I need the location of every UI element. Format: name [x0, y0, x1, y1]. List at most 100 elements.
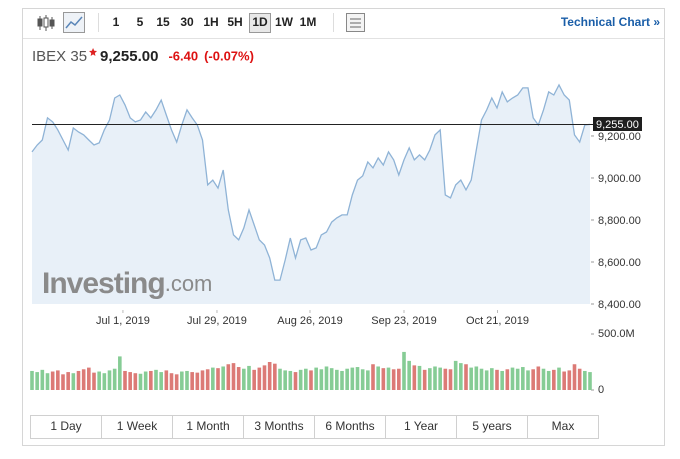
- table-icon[interactable]: [346, 13, 365, 32]
- volume-bar: [572, 364, 577, 390]
- volume-bar: [159, 372, 163, 390]
- volume-bar: [87, 367, 91, 390]
- candle-icon[interactable]: [37, 15, 55, 31]
- volume-bar: [97, 371, 101, 390]
- volume-bar: [360, 369, 365, 390]
- range-button[interactable]: 1 Year: [404, 419, 438, 433]
- volume-bar: [221, 366, 225, 390]
- range-button[interactable]: 1 Week: [117, 419, 158, 433]
- volume-bar: [324, 366, 329, 390]
- volume-bar: [154, 369, 158, 390]
- volume-bar: [304, 368, 308, 390]
- volume-bar: [143, 371, 148, 390]
- volume-bar: [257, 367, 262, 390]
- volume-bar: [366, 370, 370, 390]
- x-tick-label: Aug 26, 2019: [277, 315, 342, 327]
- y-tick-label: 9,000.00: [598, 173, 641, 185]
- volume-bar: [438, 367, 442, 390]
- volume-bar: [557, 367, 561, 390]
- range-button[interactable]: 3 Months: [254, 419, 303, 433]
- volume-bar: [397, 368, 401, 390]
- volume-bar: [102, 373, 107, 390]
- watermark-brand: Investing: [42, 267, 165, 300]
- volume-bar: [371, 364, 375, 390]
- volume-bar: [185, 370, 189, 390]
- volume-bar: [335, 369, 339, 390]
- instrument-name: IBEX 35: [32, 48, 87, 65]
- y-tick-label: 8,600.00: [598, 257, 641, 269]
- range-button-bg[interactable]: [527, 415, 599, 439]
- interval-button[interactable]: 30: [180, 15, 194, 29]
- watermark-domain: .com: [165, 271, 213, 296]
- volume-bar: [107, 370, 112, 390]
- last-price-label: 9,255.00: [596, 119, 639, 131]
- volume-bar: [345, 368, 349, 390]
- volume-bar: [61, 374, 65, 390]
- volume-bar: [50, 371, 55, 390]
- interval-button[interactable]: 5H: [227, 15, 242, 29]
- volume-bar: [464, 364, 468, 390]
- volume-bar: [459, 363, 463, 390]
- range-button[interactable]: 1 Day: [50, 419, 81, 433]
- volume-bar: [433, 366, 437, 390]
- volume-bar: [469, 367, 473, 390]
- interval-button[interactable]: 1H: [203, 15, 218, 29]
- x-tick-label: Sep 23, 2019: [371, 315, 436, 327]
- volume-bar: [118, 356, 122, 390]
- interval-button[interactable]: 5: [137, 15, 144, 29]
- volume-bar: [407, 360, 411, 390]
- volume-bar: [515, 368, 520, 390]
- volume-bar: [180, 371, 184, 390]
- x-tick-label: Oct 21, 2019: [466, 315, 529, 327]
- interval-button[interactable]: 1: [113, 15, 120, 29]
- volume-bar: [422, 369, 427, 390]
- volume-bar: [293, 372, 298, 390]
- volume-bar: [138, 373, 143, 390]
- interval-button[interactable]: 1D: [252, 15, 268, 29]
- volume-bar: [417, 365, 422, 390]
- volume-bar: [428, 368, 432, 390]
- volume-bar: [386, 367, 391, 390]
- volume-bar: [479, 368, 484, 390]
- volume-bar: [174, 374, 179, 390]
- volume-bar: [298, 369, 303, 390]
- interval-button[interactable]: 1M: [300, 15, 317, 29]
- volume-bar: [56, 370, 60, 390]
- price-area: [32, 84, 590, 305]
- volume-bar: [35, 372, 39, 390]
- last-price-box: [593, 117, 642, 131]
- volume-bar: [381, 368, 386, 390]
- volume-bar: [448, 369, 453, 390]
- volume-bar: [169, 373, 174, 390]
- volume-bar: [526, 370, 530, 390]
- volume-bar: [262, 365, 267, 390]
- range-button[interactable]: 1 Month: [186, 419, 229, 433]
- technical-chart-link[interactable]: Technical Chart »: [561, 15, 660, 29]
- volume-bar: [226, 364, 231, 390]
- interval-button[interactable]: 1W: [275, 15, 294, 29]
- volume-bar: [252, 369, 256, 390]
- volume-bar: [314, 367, 318, 390]
- range-button[interactable]: 5 years: [472, 419, 511, 433]
- line-icon[interactable]: [63, 12, 85, 33]
- volume-bar: [288, 370, 293, 390]
- volume-bar: [495, 369, 499, 390]
- volume-bar: [490, 368, 494, 390]
- range-button[interactable]: 6 Months: [325, 419, 374, 433]
- volume-bar: [133, 373, 138, 390]
- volume-bar: [546, 370, 551, 390]
- volume-bar: [45, 373, 50, 390]
- volume-bar: [583, 370, 587, 390]
- volume-bar: [531, 369, 535, 390]
- x-tick-label: Jul 1, 2019: [96, 315, 150, 327]
- range-button[interactable]: Max: [552, 419, 575, 433]
- volume-bar: [350, 367, 355, 390]
- watermark: Investing.com: [42, 267, 212, 300]
- volume-bar: [273, 363, 277, 390]
- volume-bar: [40, 369, 45, 390]
- interval-button[interactable]: 15: [156, 15, 170, 29]
- volume-bar: [412, 365, 417, 390]
- alert-star: [89, 48, 98, 56]
- volume-bar: [190, 372, 194, 390]
- volume-bar: [164, 370, 169, 390]
